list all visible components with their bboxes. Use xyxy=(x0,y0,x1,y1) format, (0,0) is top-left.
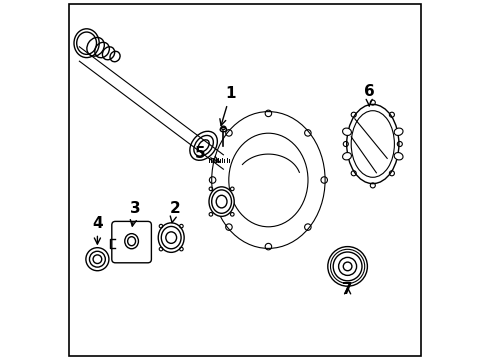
Text: 1: 1 xyxy=(220,86,236,125)
Ellipse shape xyxy=(212,112,325,248)
Text: 2: 2 xyxy=(170,201,180,222)
Text: 5: 5 xyxy=(195,145,220,162)
Ellipse shape xyxy=(343,128,351,135)
Text: 6: 6 xyxy=(364,84,374,105)
FancyBboxPatch shape xyxy=(112,221,151,263)
Ellipse shape xyxy=(347,104,399,184)
Ellipse shape xyxy=(343,153,351,160)
Text: 4: 4 xyxy=(92,216,103,244)
Text: 7: 7 xyxy=(343,282,353,297)
Ellipse shape xyxy=(394,153,403,160)
Ellipse shape xyxy=(158,223,184,252)
Ellipse shape xyxy=(209,187,234,216)
Ellipse shape xyxy=(394,128,403,135)
Text: 3: 3 xyxy=(130,201,141,226)
